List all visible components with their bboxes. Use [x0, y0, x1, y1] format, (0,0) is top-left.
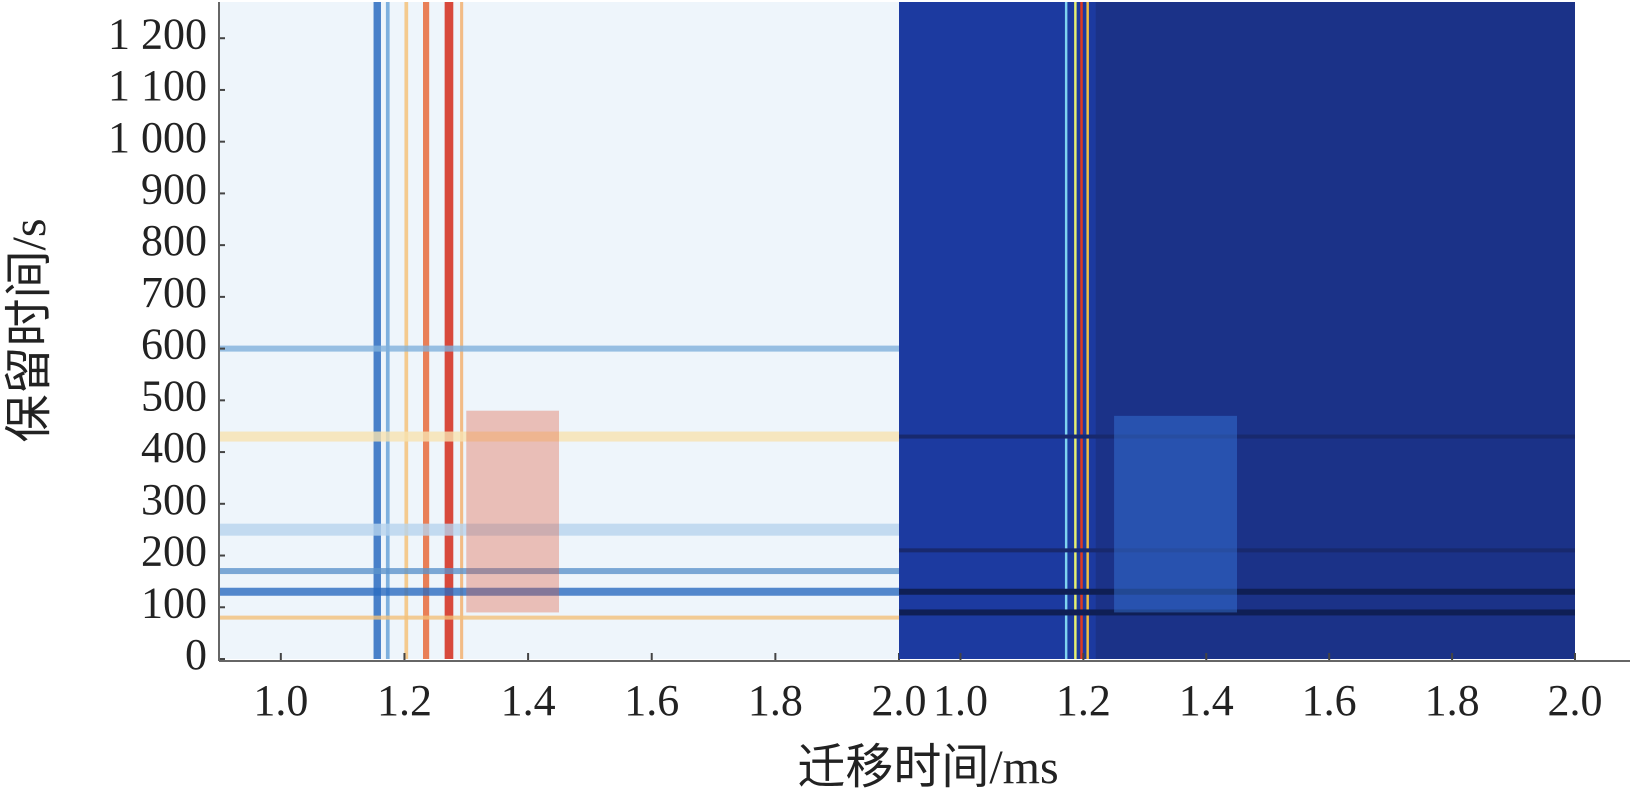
streak	[1080, 2, 1083, 659]
y-tick-label: 500	[141, 371, 207, 420]
streak	[1074, 2, 1077, 659]
x-tick-label: 1.4	[501, 676, 556, 725]
y-tick-label: 200	[141, 527, 207, 576]
streak	[219, 568, 899, 575]
blob	[1114, 415, 1237, 613]
y-tick-label: 700	[141, 268, 207, 317]
x-tick-label: 1.6	[1302, 676, 1357, 725]
x-tick-label: 1.2	[1056, 676, 1111, 725]
y-tick-label: 0	[185, 630, 207, 679]
streak	[219, 615, 899, 620]
x-tick-label: 1.0	[933, 676, 988, 725]
x-tick-label: 1.4	[1179, 676, 1234, 725]
x-tick-label: 1.0	[253, 676, 308, 725]
y-tick-label: 1 100	[108, 61, 207, 110]
blob	[466, 410, 559, 613]
y-tick-label: 400	[141, 423, 207, 472]
y-tick-label: 100	[141, 578, 207, 627]
y-tick-label: 600	[141, 320, 207, 369]
streak	[1064, 2, 1068, 659]
streak	[385, 2, 390, 659]
streak	[219, 345, 899, 352]
heatmap-panel	[219, 2, 899, 659]
streak	[899, 609, 1575, 616]
streak	[404, 2, 409, 659]
x-tick-label: 1.8	[748, 676, 803, 725]
streak	[1086, 2, 1089, 659]
streak	[899, 434, 1575, 439]
x-tick-label: 1.2	[377, 676, 432, 725]
x-tick-label: 1.8	[1425, 676, 1480, 725]
y-axis-title: 保留时间/s	[3, 218, 56, 442]
streak	[899, 548, 1575, 553]
x-tick-label: 2.0	[1548, 676, 1603, 725]
y-tick-label: 900	[141, 165, 207, 214]
x-tick-label: 2.0	[872, 676, 927, 725]
streak	[899, 588, 1575, 595]
y-tick-label: 1 000	[108, 113, 207, 162]
streak	[219, 431, 899, 442]
streak	[219, 587, 899, 596]
streak	[444, 2, 454, 659]
streak	[423, 2, 430, 659]
y-tick-label: 1 200	[108, 9, 207, 58]
x-tick-label: 1.6	[624, 676, 679, 725]
y-tick-label: 800	[141, 216, 207, 265]
y-tick-label: 300	[141, 475, 207, 524]
streak	[460, 2, 464, 659]
x-axis-title: 迁移时间/ms	[797, 741, 1058, 794]
streak	[219, 523, 899, 536]
streak	[373, 2, 381, 659]
